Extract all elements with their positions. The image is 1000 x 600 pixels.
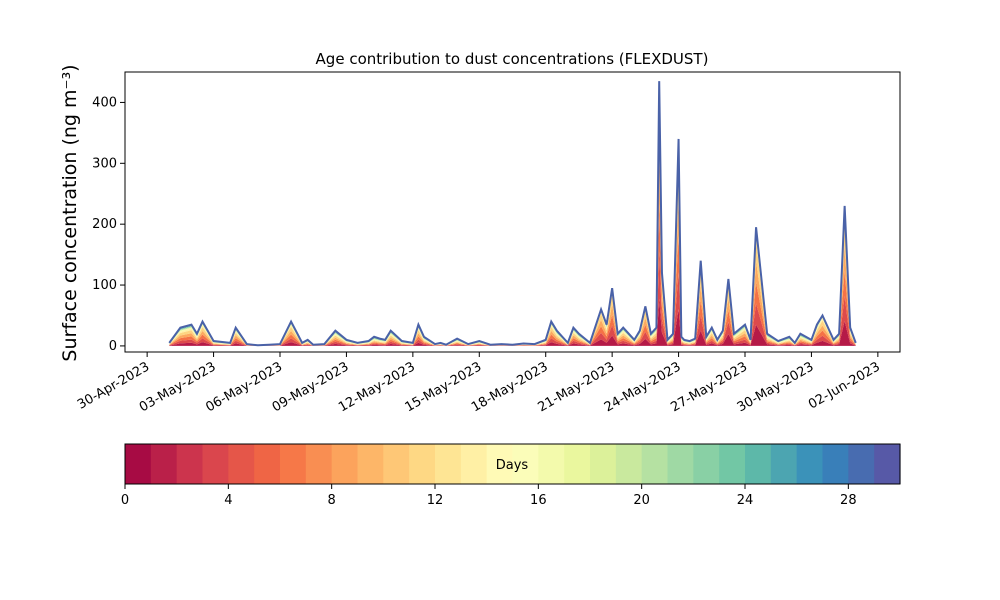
main-chart: Age contribution to dust concentrations … bbox=[59, 50, 901, 415]
colorbar-cell bbox=[615, 444, 643, 484]
colorbar-cell bbox=[693, 444, 720, 484]
colorbar-tick-label: 16 bbox=[530, 493, 547, 508]
colorbar-cell bbox=[848, 444, 875, 484]
colorbar-cell bbox=[745, 444, 772, 484]
total-concentration-line bbox=[168, 81, 857, 347]
colorbar-ticks: 0 4 8 12 16 20 24 28 bbox=[121, 484, 857, 508]
chart-title: Age contribution to dust concentrations … bbox=[316, 50, 709, 68]
x-axis-ticks: 30-Apr-202303-May-202306-May-202309-May-… bbox=[75, 352, 883, 415]
colorbar-cell bbox=[564, 444, 591, 484]
y-tick-label: 100 bbox=[92, 278, 117, 293]
colorbar-tick-label: 12 bbox=[427, 493, 444, 508]
age-band-area bbox=[169, 157, 856, 346]
colorbar-cell bbox=[125, 444, 152, 484]
y-axis-ticks: 0 100 200 300 400 bbox=[92, 95, 125, 354]
colorbar-cell bbox=[202, 444, 229, 484]
colorbar-cell bbox=[822, 444, 849, 484]
colorbar-cell bbox=[176, 444, 204, 484]
colorbar-cell bbox=[486, 444, 514, 484]
colorbar-cell bbox=[409, 444, 436, 484]
colorbar-cell bbox=[460, 444, 488, 484]
x-tick-label: 02-Jun-2023 bbox=[806, 359, 883, 412]
colorbar-tick-label: 8 bbox=[328, 493, 336, 508]
stacked-areas bbox=[168, 81, 857, 347]
y-axis-label: Surface concentration (ng m⁻³) bbox=[59, 64, 81, 361]
plot-frame bbox=[124, 71, 901, 353]
colorbar-cell bbox=[228, 444, 255, 484]
colorbar-cell bbox=[796, 444, 824, 484]
colorbar-cell bbox=[770, 444, 798, 484]
y-tick-label: 400 bbox=[92, 95, 117, 110]
colorbar-tick-label: 4 bbox=[224, 493, 232, 508]
colorbar-tick-label: 0 bbox=[121, 493, 129, 508]
colorbar-cell bbox=[874, 444, 901, 484]
colorbar-cell bbox=[590, 444, 617, 484]
colorbar-cell bbox=[383, 444, 410, 484]
colorbar-cell bbox=[280, 444, 307, 484]
colorbar: Days 0 4 8 12 16 20 24 28 bbox=[121, 443, 901, 508]
colorbar-cell bbox=[305, 444, 333, 484]
colorbar-cell bbox=[357, 444, 384, 484]
y-tick-label: 0 bbox=[109, 339, 117, 354]
colorbar-cell bbox=[435, 444, 462, 484]
colorbar-cell bbox=[719, 444, 746, 484]
colorbar-cell bbox=[667, 444, 694, 484]
y-tick-label: 300 bbox=[92, 156, 117, 171]
colorbar-tick-label: 20 bbox=[633, 493, 650, 508]
y-tick-label: 200 bbox=[92, 217, 117, 232]
colorbar-tick-label: 28 bbox=[840, 493, 857, 508]
colorbar-cell bbox=[512, 444, 539, 484]
colorbar-cell bbox=[641, 444, 669, 484]
colorbar-tick-label: 24 bbox=[737, 493, 754, 508]
colorbar-cells bbox=[125, 444, 901, 484]
colorbar-frame bbox=[124, 443, 901, 485]
colorbar-label: Days bbox=[496, 458, 529, 473]
colorbar-cell bbox=[150, 444, 178, 484]
colorbar-cell bbox=[331, 444, 359, 484]
colorbar-cell bbox=[254, 444, 281, 484]
colorbar-cell bbox=[538, 444, 565, 484]
